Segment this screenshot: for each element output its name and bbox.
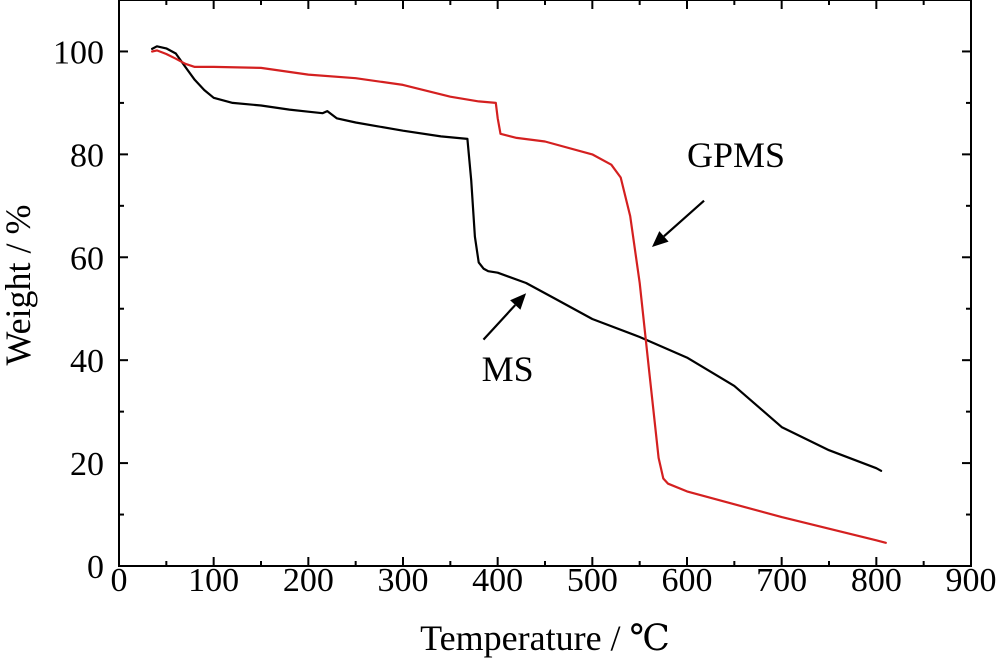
- annotation-arrowhead-gpms: [652, 231, 669, 247]
- x-tick-label: 300: [378, 562, 429, 599]
- x-tick-label: 600: [662, 562, 713, 599]
- x-tick-label: 400: [472, 562, 523, 599]
- x-axis-title: Temperature / ℃: [420, 618, 670, 658]
- annotations: GPMS MS: [482, 135, 785, 389]
- y-axis-title: Weight / %: [0, 204, 38, 365]
- x-tick-label: 200: [283, 562, 334, 599]
- y-tick-label: 60: [70, 240, 104, 277]
- annotation-arrowhead-ms: [510, 293, 527, 310]
- annotation-label-ms: MS: [482, 349, 534, 389]
- axis-ticks: [118, 0, 972, 567]
- tick-labels: 0 100 200 300 400 500 600 700 800 900 0 20 40 60 80 100: [53, 34, 997, 599]
- series-line-gpms: [151, 49, 887, 544]
- annotation-arrow-gpms: [663, 199, 705, 238]
- plot-frame: [118, 0, 972, 567]
- series-line-ms: [151, 45, 883, 472]
- x-tick-label: 500: [567, 562, 618, 599]
- annotation-arrow-ms: [482, 304, 517, 341]
- y-tick-label: 40: [70, 343, 104, 380]
- series-lines: [151, 45, 887, 544]
- annotation-label-gpms: GPMS: [687, 135, 785, 175]
- x-tick-label: 900: [946, 562, 997, 599]
- y-tick-label: 0: [87, 549, 104, 586]
- y-tick-label: 80: [70, 137, 104, 174]
- x-tick-label: 700: [756, 562, 807, 599]
- x-tick-label: 800: [851, 562, 902, 599]
- y-tick-label: 100: [53, 34, 104, 71]
- x-tick-label: 100: [188, 562, 239, 599]
- x-tick-label: 0: [111, 562, 128, 599]
- y-tick-label: 20: [70, 446, 104, 483]
